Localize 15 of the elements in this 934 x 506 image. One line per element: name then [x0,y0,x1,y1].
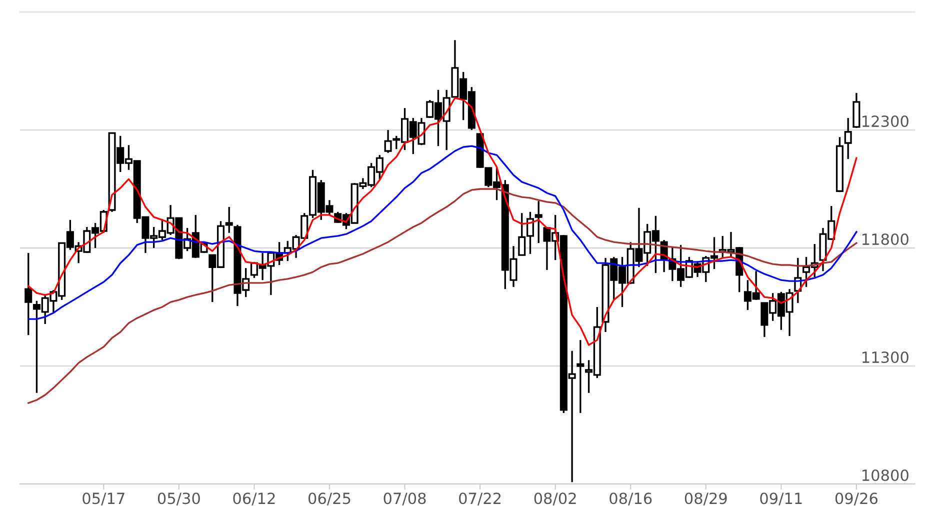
y-tick-label: 10800 [862,469,908,482]
x-tick-label: 07/08 [384,492,426,506]
x-tick-label: 07/22 [459,492,501,506]
x-tick-label: 09/26 [835,492,878,506]
x-tick-label: 08/02 [534,492,576,506]
x-tick-label: 05/30 [158,492,200,506]
y-tick-label: 11300 [862,351,908,364]
x-tick-label: 08/16 [610,492,652,506]
x-tick-label: 06/25 [308,492,350,506]
y-tick-label: 12300 [862,115,908,128]
x-tick-label: 09/11 [760,492,802,506]
x-tick-label: 08/29 [684,492,727,506]
x-tick-label: 05/17 [82,492,124,506]
x-tick-label: 06/12 [233,492,275,506]
y-tick-label: 11800 [862,233,908,246]
